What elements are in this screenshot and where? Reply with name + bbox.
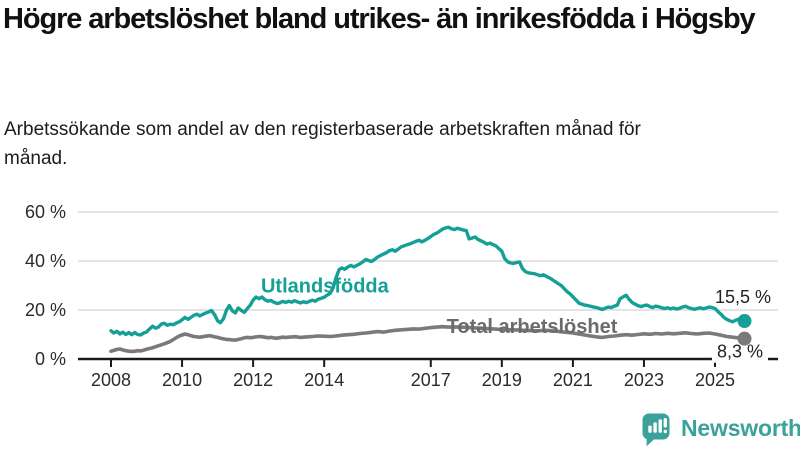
series-end-label: 8,3 % — [717, 342, 763, 362]
series-end-dot — [737, 314, 752, 329]
x-axis-tick-label: 2021 — [553, 370, 593, 390]
series-end-dot — [737, 331, 752, 346]
newsworthy-logo-text: Newsworthy — [681, 414, 800, 441]
x-axis-tick-label: 2010 — [162, 370, 202, 390]
y-axis-tick-label: 60 % — [25, 202, 66, 222]
x-axis-tick-label: 2019 — [482, 370, 522, 390]
series-inline-label: Total arbetslöshet — [447, 316, 618, 338]
y-axis-tick-label: 20 % — [25, 300, 66, 320]
chart-title: Högre arbetslöshet bland utrikes- än inr… — [3, 3, 756, 35]
series-line-utlandsfodda — [109, 225, 747, 337]
y-axis-tick-label: 40 % — [25, 251, 66, 271]
end-label-backing — [711, 340, 768, 363]
chart-subtitle: Arbetssökande som andel av den registerb… — [4, 119, 641, 169]
x-axis-tick-label: 2014 — [304, 370, 344, 390]
x-axis-tick-label: 2017 — [411, 370, 451, 390]
series-line-total — [109, 324, 747, 354]
series-inline-label: Utlandsfödda — [261, 276, 390, 298]
newsworthy-logo-icon — [642, 413, 670, 446]
x-axis-tick-label: 2012 — [233, 370, 273, 390]
series-end-label: 15,5 % — [715, 287, 771, 307]
x-axis-tick-label: 2025 — [695, 370, 735, 390]
y-axis-tick-label: 0 % — [35, 349, 66, 369]
x-axis-tick-label: 2023 — [624, 370, 664, 390]
x-axis-tick-label: 2008 — [91, 370, 131, 390]
newsworthy-logo: Newsworthy — [638, 409, 800, 447]
